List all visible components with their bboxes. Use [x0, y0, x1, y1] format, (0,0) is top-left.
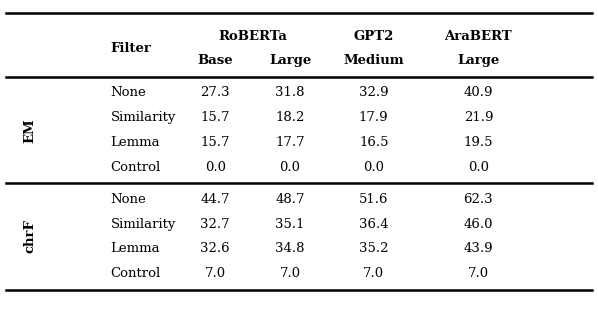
Text: 7.0: 7.0	[468, 267, 489, 280]
Text: 0.0: 0.0	[363, 161, 385, 174]
Text: Control: Control	[111, 267, 161, 280]
Text: 21.9: 21.9	[463, 111, 493, 124]
Text: Medium: Medium	[343, 54, 404, 67]
Text: 19.5: 19.5	[463, 136, 493, 149]
Text: Lemma: Lemma	[111, 242, 160, 256]
Text: Base: Base	[197, 54, 233, 67]
Text: 0.0: 0.0	[205, 161, 226, 174]
Text: 7.0: 7.0	[205, 267, 226, 280]
Text: 32.6: 32.6	[200, 242, 230, 256]
Text: 44.7: 44.7	[200, 193, 230, 206]
Text: 31.8: 31.8	[275, 86, 305, 99]
Text: 17.9: 17.9	[359, 111, 389, 124]
Text: 7.0: 7.0	[363, 267, 385, 280]
Text: 18.2: 18.2	[275, 111, 305, 124]
Text: 0.0: 0.0	[468, 161, 489, 174]
Text: Control: Control	[111, 161, 161, 174]
Text: 46.0: 46.0	[463, 217, 493, 231]
Text: 34.8: 34.8	[275, 242, 305, 256]
Text: RoBERTa: RoBERTa	[218, 30, 287, 43]
Text: Large: Large	[457, 54, 499, 67]
Text: 15.7: 15.7	[200, 111, 230, 124]
Text: 36.4: 36.4	[359, 217, 389, 231]
Text: 32.9: 32.9	[359, 86, 389, 99]
Text: 51.6: 51.6	[359, 193, 389, 206]
Text: None: None	[111, 86, 147, 99]
Text: chrF: chrF	[23, 219, 36, 254]
Text: 0.0: 0.0	[279, 161, 301, 174]
Text: 35.1: 35.1	[275, 217, 305, 231]
Text: EM: EM	[23, 118, 36, 143]
Text: Filter: Filter	[111, 42, 151, 55]
Text: AraBERT: AraBERT	[444, 30, 512, 43]
Text: 62.3: 62.3	[463, 193, 493, 206]
Text: 15.7: 15.7	[200, 136, 230, 149]
Text: Similarity: Similarity	[111, 111, 176, 124]
Text: 17.7: 17.7	[275, 136, 305, 149]
Text: Large: Large	[269, 54, 311, 67]
Text: Similarity: Similarity	[111, 217, 176, 231]
Text: None: None	[111, 193, 147, 206]
Text: 32.7: 32.7	[200, 217, 230, 231]
Text: 27.3: 27.3	[200, 86, 230, 99]
Text: 16.5: 16.5	[359, 136, 389, 149]
Text: 7.0: 7.0	[279, 267, 301, 280]
Text: 48.7: 48.7	[275, 193, 305, 206]
Text: 43.9: 43.9	[463, 242, 493, 256]
Text: Lemma: Lemma	[111, 136, 160, 149]
Text: 35.2: 35.2	[359, 242, 389, 256]
Text: 40.9: 40.9	[463, 86, 493, 99]
Text: GPT2: GPT2	[353, 30, 394, 43]
